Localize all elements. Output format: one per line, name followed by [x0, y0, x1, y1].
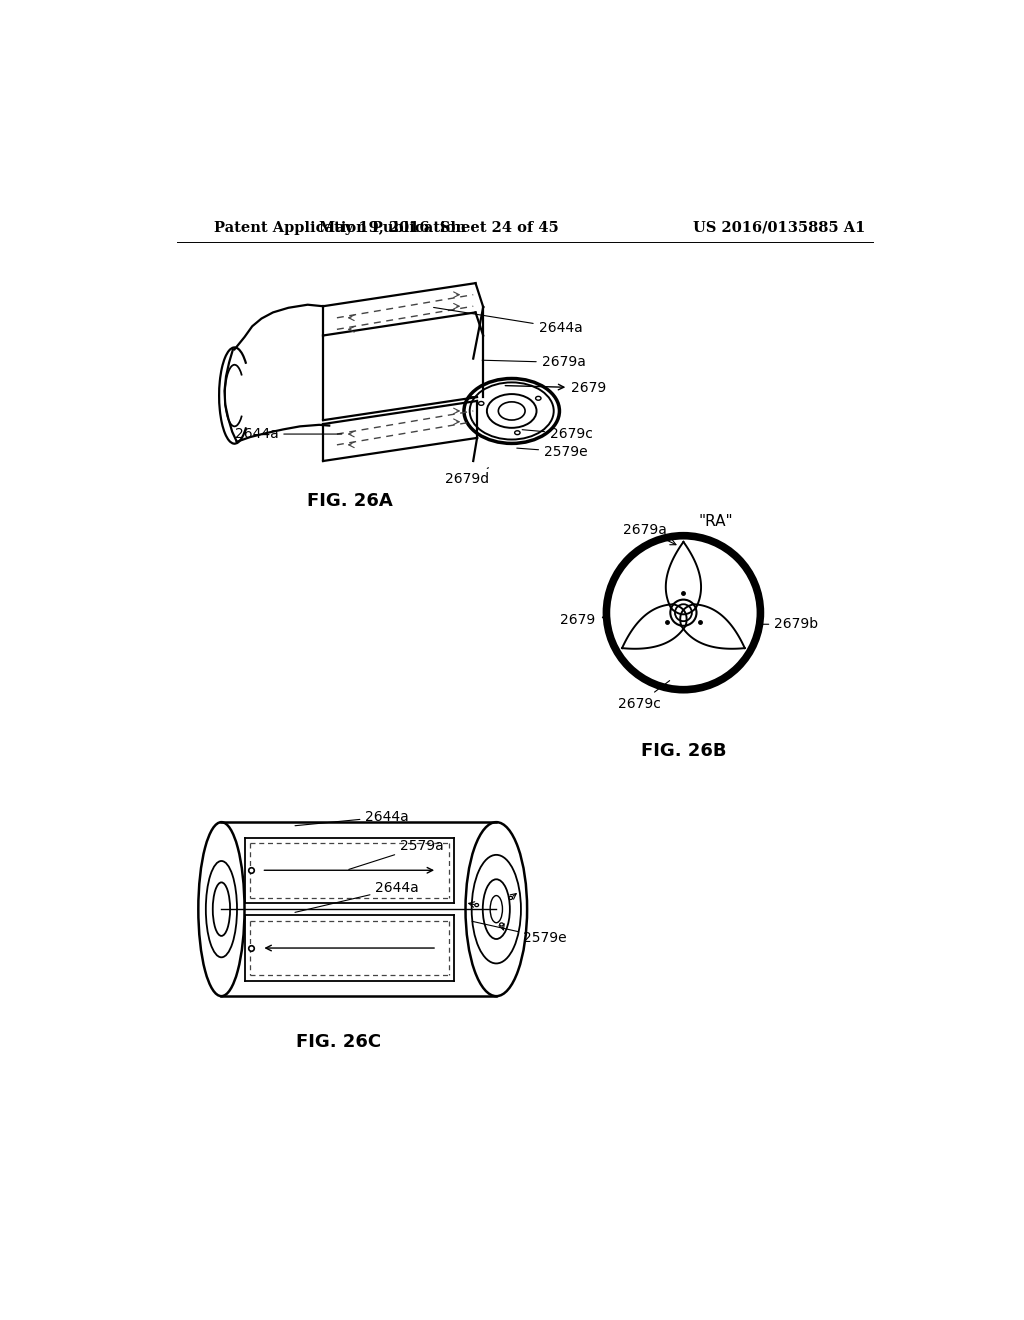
Ellipse shape — [482, 879, 510, 939]
Ellipse shape — [464, 379, 559, 444]
Text: Patent Application Publication: Patent Application Publication — [214, 220, 466, 235]
Ellipse shape — [671, 599, 696, 626]
Text: 2644a: 2644a — [234, 428, 342, 441]
Text: 2679c: 2679c — [522, 428, 593, 441]
Text: 2644a: 2644a — [433, 308, 583, 335]
Text: 2644a: 2644a — [295, 882, 419, 912]
Text: 2579e: 2579e — [517, 445, 588, 459]
Text: 2679: 2679 — [560, 614, 608, 627]
Text: FIG. 26C: FIG. 26C — [296, 1034, 381, 1051]
Ellipse shape — [199, 822, 245, 997]
Text: 2579a: 2579a — [349, 840, 443, 870]
Ellipse shape — [466, 822, 527, 997]
Text: US 2016/0135885 A1: US 2016/0135885 A1 — [692, 220, 865, 235]
Text: 2679c: 2679c — [617, 681, 670, 710]
Text: 2679: 2679 — [505, 381, 606, 395]
Text: FIG. 26B: FIG. 26B — [641, 742, 726, 760]
Text: FIG. 26A: FIG. 26A — [307, 492, 393, 510]
Text: 2679d: 2679d — [444, 467, 488, 487]
Text: 2579e: 2579e — [472, 921, 567, 945]
Ellipse shape — [486, 395, 537, 428]
Text: "RA": "RA" — [698, 515, 733, 529]
Text: May 19, 2016  Sheet 24 of 45: May 19, 2016 Sheet 24 of 45 — [318, 220, 558, 235]
Text: 2679a: 2679a — [624, 523, 676, 545]
Text: 2679a: 2679a — [482, 355, 586, 370]
Text: 2644a: 2644a — [295, 809, 410, 826]
Ellipse shape — [611, 540, 756, 685]
Text: 2679b: 2679b — [760, 618, 818, 631]
